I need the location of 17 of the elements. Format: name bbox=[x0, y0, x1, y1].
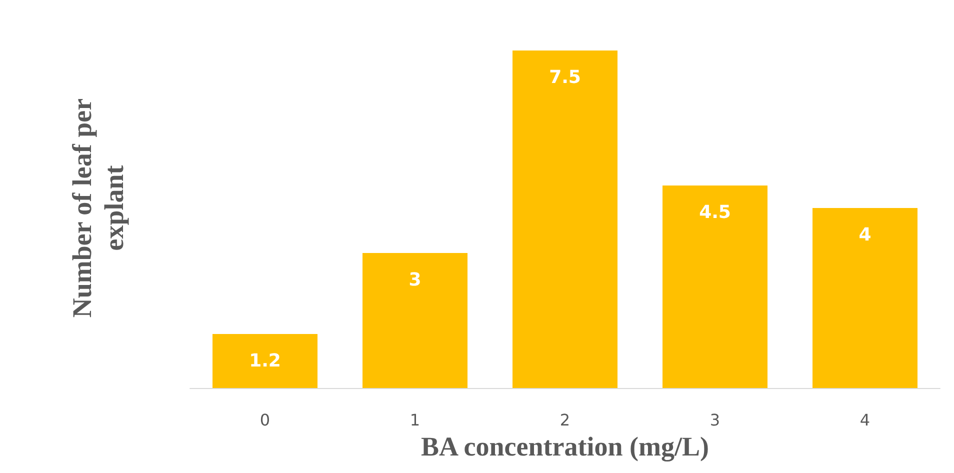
x-axis-title: BA concentration (mg/L) bbox=[421, 432, 709, 462]
x-tick-label: 3 bbox=[710, 410, 720, 430]
bar bbox=[512, 50, 618, 388]
x-tick-label: 4 bbox=[860, 410, 870, 430]
bar bbox=[812, 208, 918, 388]
x-tick-label: 0 bbox=[260, 410, 270, 430]
data-label: 1.2 bbox=[249, 350, 281, 372]
data-label: 3 bbox=[408, 270, 422, 290]
bar bbox=[662, 186, 768, 388]
x-tick-label: 1 bbox=[410, 410, 420, 430]
data-label: 4.5 bbox=[699, 202, 731, 223]
data-label: 7.5 bbox=[549, 67, 581, 88]
x-tick-label: 2 bbox=[560, 410, 570, 430]
bar bbox=[362, 253, 468, 388]
data-label: 4 bbox=[858, 224, 872, 246]
bar bbox=[212, 334, 318, 388]
y-axis-title: Number of leaf per explant bbox=[67, 98, 129, 318]
